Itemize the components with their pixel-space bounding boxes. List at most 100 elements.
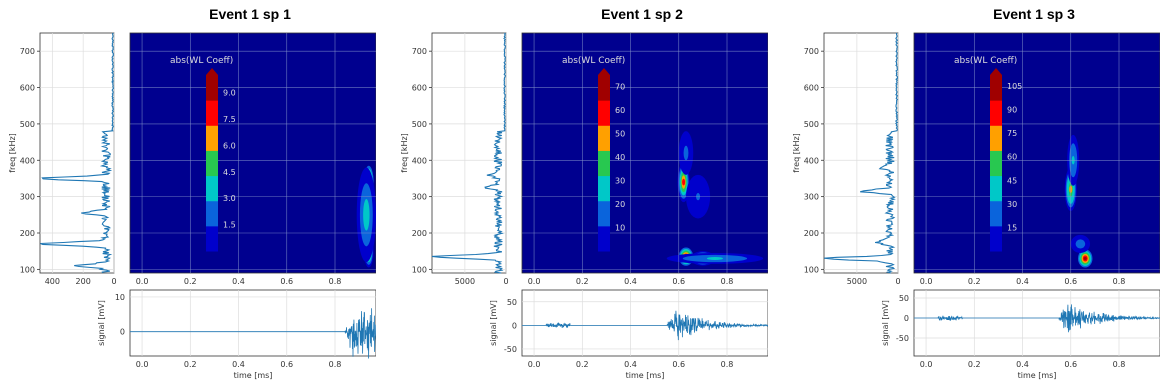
spectrum-ytick-label: 100 <box>804 265 819 274</box>
colorbar-label: abs(WL Coeff) <box>170 56 233 66</box>
scalogram-axes <box>521 32 768 274</box>
spectrum-line <box>40 32 115 274</box>
colorbar-tick-label: 4.5 <box>223 168 236 177</box>
signal-xtick-label: 0.0 <box>528 360 541 369</box>
spectrum-ytick-label: 200 <box>804 229 819 238</box>
spectrum-ytick-label: 600 <box>804 84 819 93</box>
spectrum-xtick-label: 0 <box>111 277 116 286</box>
spectrum-ytick-label: 200 <box>412 229 427 238</box>
colorbar-segment <box>990 150 1002 177</box>
colorbar-segment <box>990 225 1002 252</box>
spectrum-xtick-label: 5000 <box>847 277 867 286</box>
spectrum-line <box>824 32 899 274</box>
signal-xtick-label: 0.0 <box>136 360 149 369</box>
scalogram-xtick-label: 0.2 <box>576 277 589 286</box>
signal-axes <box>913 289 1160 357</box>
signal-xtick-label: 0.0 <box>920 360 933 369</box>
scalogram-blob <box>364 206 368 223</box>
scalogram-xtick-label: 0.6 <box>672 277 685 286</box>
signal-ylabel: signal [mV] <box>97 300 106 346</box>
colorbar-segment <box>206 75 218 101</box>
signal-ytick-label: -50 <box>896 334 909 343</box>
colorbar-segment <box>206 200 218 227</box>
colorbar-segment <box>206 100 218 126</box>
scalogram-xtick-label: 0.0 <box>920 277 933 286</box>
signal-ytick-label: 50 <box>507 298 517 307</box>
signal-xtick-label: 0.4 <box>624 360 637 369</box>
colorbar-tick-label: 9.0 <box>223 89 236 98</box>
spectrum-ytick-label: 100 <box>20 265 35 274</box>
scalogram-blob <box>706 256 723 260</box>
colorbar-extend <box>598 68 610 75</box>
signal-xtick-label: 0.6 <box>1064 360 1077 369</box>
spectrum-xtick-label: 0 <box>503 277 508 286</box>
colorbar-tick-label: 7.5 <box>223 115 236 124</box>
signal-xlabel: time [ms] <box>626 371 665 380</box>
colorbar-segment <box>598 125 610 151</box>
signal-xtick-label: 0.2 <box>576 360 589 369</box>
colorbar-label: abs(WL Coeff) <box>562 56 625 66</box>
spectrum-ytick-label: 500 <box>804 120 819 129</box>
colorbar-tick-label: 60 <box>615 106 625 115</box>
chart-title: Event 1 sp 1 <box>209 6 291 22</box>
colorbar-extend <box>206 68 218 75</box>
colorbar-tick-label: 90 <box>1007 106 1017 115</box>
colorbar-segment <box>990 125 1002 151</box>
colorbar-tick-label: 3.0 <box>223 194 236 203</box>
spectrum-ytick-label: 500 <box>20 120 35 129</box>
signal-xtick-label: 0.6 <box>280 360 293 369</box>
spectrum-ytick-label: 600 <box>20 84 35 93</box>
colorbar-segment <box>206 225 218 252</box>
spectrum-ytick-label: 700 <box>804 47 819 56</box>
scalogram-blob <box>684 149 688 157</box>
scalogram-xtick-label: 0.4 <box>232 277 245 286</box>
spectrum-xtick-label: 5000 <box>455 277 475 286</box>
signal-xtick-label: 0.4 <box>1016 360 1029 369</box>
colorbar-segment <box>206 175 218 202</box>
scalogram-xtick-label: 0.4 <box>624 277 637 286</box>
colorbar-segment <box>598 150 610 177</box>
spectrum-ylabel: freq [kHz] <box>400 133 409 173</box>
colorbar-tick-label: 50 <box>615 130 625 139</box>
chart-title: Event 1 sp 3 <box>993 6 1075 22</box>
colorbar-tick-label: 10 <box>615 224 625 233</box>
signal-line <box>522 310 768 341</box>
signal-line <box>914 304 1160 333</box>
spectrum-ytick-label: 200 <box>20 229 35 238</box>
signal-ytick-label: 0 <box>904 314 909 323</box>
chart-svg: 100 200 300 400 500 600 700 5000 0 freq [kHz] 0.0 0… <box>792 32 1160 380</box>
spectrum-ytick-label: 300 <box>804 193 819 202</box>
spectrum-xtick-label: 200 <box>76 277 91 286</box>
scalogram-blob <box>1083 256 1087 260</box>
colorbar-tick-label: 1.5 <box>223 221 236 230</box>
spectrum-ytick-label: 700 <box>20 47 35 56</box>
signal-line <box>130 308 376 359</box>
scalogram-xtick-label: 0.6 <box>1064 277 1077 286</box>
spectrum-ylabel: freq [kHz] <box>792 133 801 173</box>
signal-ytick-label: -50 <box>504 345 517 354</box>
colorbar-tick-label: 30 <box>615 177 625 186</box>
signal-xtick-label: 0.2 <box>968 360 981 369</box>
scalogram-xtick-label: 0.2 <box>184 277 197 286</box>
colorbar-segment <box>598 75 610 101</box>
scalogram-axes <box>913 32 1160 274</box>
signal-ytick-label: 0 <box>120 328 125 337</box>
spectrum-ytick-label: 400 <box>804 156 819 165</box>
scalogram-xtick-label: 0.0 <box>136 277 149 286</box>
colorbar-segment <box>598 100 610 126</box>
colorbar-segment <box>598 225 610 252</box>
signal-xtick-label: 0.8 <box>721 360 734 369</box>
scalogram-xtick-label: 0.8 <box>721 277 734 286</box>
colorbar-tick-label: 105 <box>1007 82 1022 91</box>
colorbar-segment <box>990 200 1002 227</box>
signal-xtick-label: 0.4 <box>232 360 245 369</box>
spectrum-ytick-label: 500 <box>412 120 427 129</box>
spectrum-xtick-label: 0 <box>895 277 900 286</box>
signal-xtick-label: 0.6 <box>672 360 685 369</box>
colorbar-segment <box>990 175 1002 202</box>
spectrum-ytick-label: 600 <box>412 84 427 93</box>
colorbar-segment <box>598 200 610 227</box>
colorbar-tick-label: 40 <box>615 153 625 162</box>
colorbar-segment <box>990 100 1002 126</box>
